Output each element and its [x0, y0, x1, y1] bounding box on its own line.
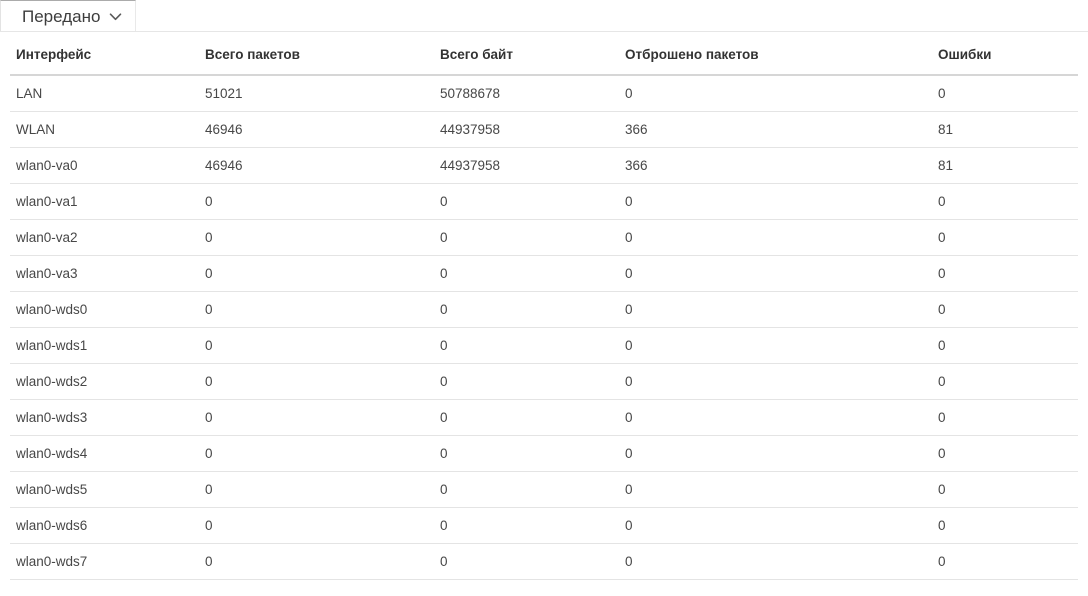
table-cell: 0 [625, 255, 938, 292]
table-cell: 0 [938, 255, 1078, 292]
table-cell: 0 [440, 363, 625, 400]
table-cell: 0 [625, 75, 938, 112]
panel-title: Передано [22, 6, 101, 26]
table-cell: 0 [938, 327, 1078, 364]
table-cell: 0 [625, 183, 938, 220]
table-cell: 0 [625, 363, 938, 400]
table-row: wlan0-wds6 0 0 0 0 [10, 507, 1078, 544]
interface-name-cell: wlan0-wds2 [10, 363, 205, 400]
table-cell: 0 [938, 435, 1078, 472]
table-cell: 0 [938, 471, 1078, 508]
table-row: WLAN 46946 44937958 366 81 [10, 111, 1078, 148]
table-cell: 0 [938, 219, 1078, 256]
interface-name-cell: wlan0-va1 [10, 183, 205, 220]
table-cell: 0 [625, 435, 938, 472]
table-cell: 0 [205, 543, 440, 580]
table-cell: 0 [440, 327, 625, 364]
interface-name-cell: wlan0-wds3 [10, 399, 205, 436]
table-cell: 0 [205, 255, 440, 292]
table-cell: 0 [625, 507, 938, 544]
interface-name-cell: wlan0-wds6 [10, 507, 205, 544]
table-cell: 0 [205, 399, 440, 436]
table-row: LAN 51021 50788678 0 0 [10, 75, 1078, 112]
table-cell: 0 [938, 291, 1078, 328]
table-cell: 0 [440, 183, 625, 220]
table-cell: 0 [205, 471, 440, 508]
table-row: wlan0-wds7 0 0 0 0 [10, 543, 1078, 580]
interface-name-cell: wlan0-wds0 [10, 291, 205, 328]
table-cell: 0 [440, 399, 625, 436]
table-row: wlan0-wds0 0 0 0 0 [10, 291, 1078, 328]
table-row: wlan0-va0 46946 44937958 366 81 [10, 147, 1078, 184]
table-cell: 366 [625, 111, 938, 148]
table-row: wlan0-wds5 0 0 0 0 [10, 471, 1078, 508]
table-cell: 44937958 [440, 147, 625, 184]
table-cell: 81 [938, 111, 1078, 148]
table-cell: 0 [440, 543, 625, 580]
stats-table-wrap: Интерфейс Всего пакетов Всего байт Отброшен… [0, 32, 1088, 580]
column-header: Всего байт [440, 32, 625, 76]
column-header: Всего пакетов [205, 32, 440, 76]
table-cell: 0 [938, 363, 1078, 400]
interface-name-cell: wlan0-va2 [10, 219, 205, 256]
table-cell: 366 [625, 147, 938, 184]
table-cell: 0 [440, 219, 625, 256]
table-cell: 0 [938, 507, 1078, 544]
column-header: Интерфейс [10, 32, 205, 76]
interface-name-cell: WLAN [10, 111, 205, 148]
table-cell: 0 [938, 183, 1078, 220]
table-cell: 0 [205, 327, 440, 364]
table-cell: 0 [625, 471, 938, 508]
table-cell: 51021 [205, 75, 440, 112]
column-header: Отброшено пакетов [625, 32, 938, 76]
table-row: wlan0-wds3 0 0 0 0 [10, 399, 1078, 436]
table-cell: 0 [625, 327, 938, 364]
column-header: Ошибки [938, 32, 1078, 76]
transmitted-section-toggle[interactable]: Передано [0, 0, 137, 31]
table-row: wlan0-va2 0 0 0 0 [10, 219, 1078, 256]
table-cell: 0 [205, 219, 440, 256]
table-row: wlan0-va3 0 0 0 0 [10, 255, 1078, 292]
table-cell: 46946 [205, 111, 440, 148]
interface-name-cell: wlan0-wds5 [10, 471, 205, 508]
table-cell: 0 [205, 291, 440, 328]
table-cell: 0 [440, 291, 625, 328]
table-cell: 0 [938, 399, 1078, 436]
table-row: wlan0-wds4 0 0 0 0 [10, 435, 1078, 472]
table-cell: 0 [625, 399, 938, 436]
table-cell: 0 [625, 543, 938, 580]
panel-header: Передано [0, 0, 1088, 32]
table-row: wlan0-wds2 0 0 0 0 [10, 363, 1078, 400]
table-cell: 0 [205, 363, 440, 400]
table-cell: 44937958 [440, 111, 625, 148]
interface-name-cell: wlan0-wds7 [10, 543, 205, 580]
interface-name-cell: wlan0-va3 [10, 255, 205, 292]
table-cell: 0 [938, 75, 1078, 112]
table-cell: 0 [625, 219, 938, 256]
table-cell: 0 [625, 291, 938, 328]
table-cell: 0 [205, 507, 440, 544]
table-cell: 0 [440, 471, 625, 508]
table-cell: 81 [938, 147, 1078, 184]
stats-table-body: LAN 51021 50788678 0 0 WLAN 46946 44937958 366 81… [10, 75, 1078, 580]
interface-name-cell: wlan0-va0 [10, 147, 205, 184]
table-cell: 0 [205, 435, 440, 472]
interface-name-cell: LAN [10, 75, 205, 112]
chevron-down-icon [109, 8, 122, 26]
table-row: wlan0-wds1 0 0 0 0 [10, 327, 1078, 364]
table-header-row: Интерфейс Всего пакетов Всего байт Отброшен… [10, 32, 1078, 76]
table-row: wlan0-va1 0 0 0 0 [10, 183, 1078, 220]
table-cell: 46946 [205, 147, 440, 184]
table-cell: 50788678 [440, 75, 625, 112]
stats-table: Интерфейс Всего пакетов Всего байт Отброшен… [10, 32, 1078, 580]
table-cell: 0 [440, 507, 625, 544]
table-cell: 0 [938, 543, 1078, 580]
table-cell: 0 [440, 255, 625, 292]
interface-name-cell: wlan0-wds1 [10, 327, 205, 364]
table-cell: 0 [440, 435, 625, 472]
interface-name-cell: wlan0-wds4 [10, 435, 205, 472]
table-cell: 0 [205, 183, 440, 220]
